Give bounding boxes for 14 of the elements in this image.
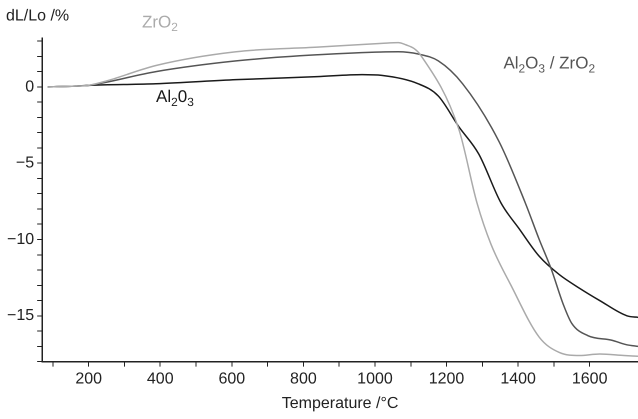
- x-tick-label: 1200: [428, 370, 464, 388]
- y-tick-label: −10: [7, 230, 34, 248]
- y-tick-label: 0: [25, 78, 34, 96]
- x-tick-label: 600: [218, 370, 246, 388]
- x-tick-label: 1600: [572, 370, 608, 388]
- y-tick-label: −5: [16, 154, 34, 172]
- x-tick-label: 1400: [500, 370, 536, 388]
- x-tick-label: 800: [290, 370, 317, 388]
- x-axis-title: Temperature /°C: [282, 394, 398, 412]
- x-tick-label: 200: [75, 370, 102, 388]
- y-tick-label: −15: [7, 307, 34, 324]
- x-tick-label: 400: [146, 370, 174, 388]
- x-tick-label: 1000: [357, 370, 393, 388]
- y-axis-title: dL/Lo /%: [6, 7, 70, 24]
